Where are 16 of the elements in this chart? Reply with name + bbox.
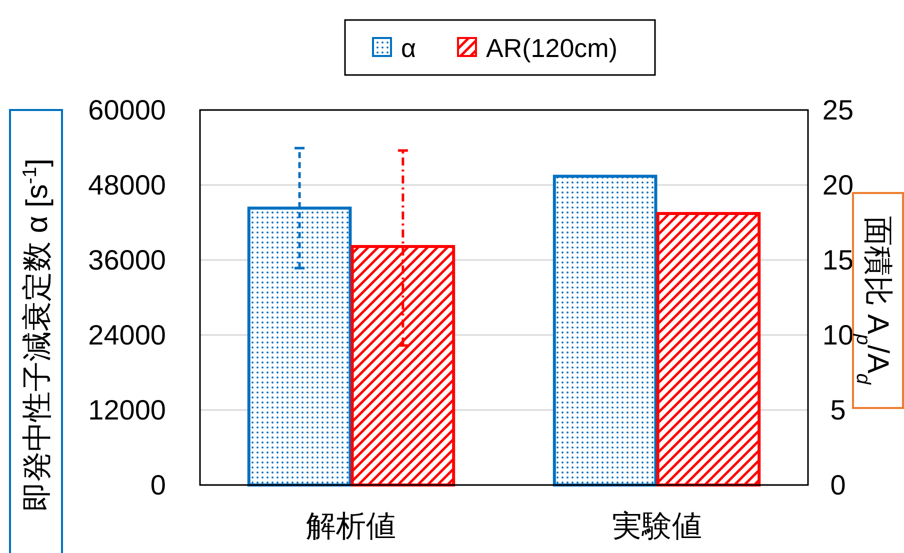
y-tick-label: 12000 <box>88 394 166 426</box>
y-tick-label: 60000 <box>88 94 166 126</box>
legend-label: α <box>401 33 416 63</box>
y-tick-label: 24000 <box>88 320 166 350</box>
y2-tick-label: 15 <box>822 244 854 276</box>
x-tick-label: 解析値 <box>306 510 396 543</box>
x-tick-label: 実験値 <box>612 510 702 543</box>
y2-tick-label: 20 <box>822 170 854 200</box>
y-tick-label: 36000 <box>88 244 166 276</box>
y2-tick-label: 10 <box>822 320 854 350</box>
y-tick-label: 0 <box>150 470 166 500</box>
legend-label: AR(120cm) <box>486 33 618 63</box>
y2-tick-label: 0 <box>830 470 846 500</box>
y-tick-label: 48000 <box>88 170 166 200</box>
y2-tick-label: 25 <box>822 94 854 126</box>
y2-tick-label: 5 <box>830 394 846 426</box>
